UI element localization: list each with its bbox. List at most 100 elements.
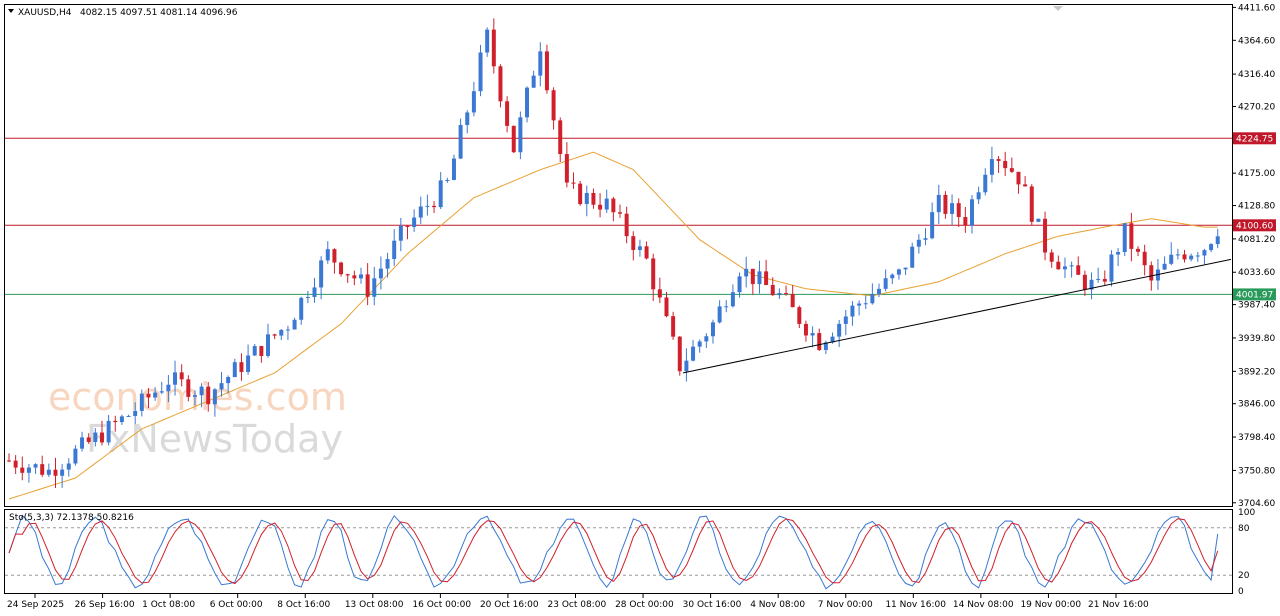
candle-body bbox=[166, 384, 171, 392]
candle-body bbox=[352, 275, 357, 279]
candle-body bbox=[843, 316, 848, 324]
x-tick-label: 4 Nov 08:00 bbox=[750, 600, 805, 610]
candle-body bbox=[186, 379, 191, 397]
watermark-economies: economies.com bbox=[48, 375, 347, 419]
candle-body bbox=[1016, 171, 1021, 185]
collapse-triangle-icon[interactable] bbox=[8, 9, 14, 13]
candle-body bbox=[797, 307, 802, 324]
candle-body bbox=[339, 262, 344, 275]
candle-body bbox=[531, 75, 536, 88]
candle-body bbox=[398, 225, 403, 241]
candle-body bbox=[604, 198, 609, 210]
candle-body bbox=[1182, 254, 1187, 260]
candle-body bbox=[372, 278, 377, 297]
candle-body bbox=[631, 236, 636, 250]
level-tag-label: 4224.75 bbox=[1236, 134, 1273, 144]
candle-body bbox=[1076, 265, 1081, 275]
level-tag bbox=[1233, 219, 1276, 232]
candle-body bbox=[664, 297, 669, 317]
candle-body bbox=[943, 194, 948, 214]
candle-body bbox=[1169, 254, 1174, 264]
candle-body bbox=[551, 90, 556, 121]
candle-body bbox=[93, 432, 98, 442]
candle-body bbox=[33, 464, 38, 468]
x-tick-label: 8 Oct 16:00 bbox=[277, 600, 330, 610]
candle-body bbox=[983, 174, 988, 193]
candle-body bbox=[717, 306, 722, 323]
x-tick-label: 26 Sep 16:00 bbox=[75, 600, 135, 610]
candle-body bbox=[471, 91, 476, 113]
candle-body bbox=[80, 437, 85, 449]
candle-body bbox=[498, 66, 503, 102]
candle-body bbox=[830, 336, 835, 343]
candle-body bbox=[784, 293, 789, 295]
x-tick-label: 23 Oct 08:00 bbox=[548, 600, 607, 610]
level-tag-label: 4001.97 bbox=[1236, 290, 1273, 300]
candle-body bbox=[996, 159, 1001, 161]
candle-body bbox=[850, 305, 855, 317]
watermark-fxnewstoday: FxNewsToday bbox=[86, 417, 343, 461]
level-tag bbox=[1233, 288, 1276, 301]
candle-body bbox=[657, 289, 662, 298]
candle-body bbox=[358, 274, 363, 279]
candle-body bbox=[305, 297, 310, 299]
candle-body bbox=[671, 316, 676, 337]
candle-body bbox=[538, 51, 543, 76]
candle-body bbox=[285, 329, 290, 331]
candle-body bbox=[1049, 252, 1054, 262]
candle-body bbox=[1162, 263, 1167, 270]
candle-body bbox=[1129, 223, 1134, 249]
candle-body bbox=[478, 52, 483, 92]
candle-body bbox=[584, 192, 589, 205]
y-tick-label: 4411.60 bbox=[1238, 3, 1275, 13]
candle-body bbox=[744, 268, 749, 277]
candle-body bbox=[365, 274, 370, 297]
candle-body bbox=[292, 319, 297, 330]
candle-body bbox=[691, 346, 696, 361]
candle-body bbox=[325, 249, 330, 261]
candle-body bbox=[1195, 255, 1200, 257]
stoch-tick-label: 80 bbox=[1238, 524, 1250, 534]
candle-body bbox=[1096, 278, 1101, 280]
candle-body bbox=[1175, 254, 1180, 256]
candle-body bbox=[179, 372, 184, 380]
candle-body bbox=[803, 323, 808, 336]
candle-body bbox=[412, 217, 417, 227]
candle-body bbox=[724, 306, 729, 308]
candle-body bbox=[976, 192, 981, 200]
candle-body bbox=[239, 362, 244, 372]
candle-body bbox=[53, 469, 58, 476]
candle-body bbox=[26, 467, 31, 473]
ma-line bbox=[8, 151, 1218, 500]
x-tick-label: 30 Oct 16:00 bbox=[683, 600, 742, 610]
x-tick-label: 19 Nov 00:00 bbox=[1020, 600, 1081, 610]
stoch-main-line bbox=[8, 514, 1219, 590]
candle-body bbox=[930, 212, 935, 239]
candle-body bbox=[146, 393, 151, 398]
candle-body bbox=[432, 205, 437, 208]
candle-body bbox=[624, 213, 629, 237]
candle-body bbox=[505, 101, 510, 126]
candle-body bbox=[883, 278, 888, 289]
candle-body bbox=[279, 329, 284, 336]
candle-body bbox=[578, 183, 583, 205]
candle-body bbox=[20, 467, 25, 473]
candle-body bbox=[99, 432, 104, 443]
time-axis: 24 Sep 2025 26 Sep 16:00 1 Oct 08:00 6 Oct … bbox=[7, 594, 1149, 610]
trendline bbox=[682, 258, 1232, 374]
candle-body bbox=[870, 294, 875, 304]
candle-body bbox=[837, 323, 842, 337]
candle-body bbox=[73, 448, 78, 464]
candle-body bbox=[525, 87, 530, 118]
candle-body bbox=[963, 217, 968, 226]
candle-body bbox=[1069, 265, 1074, 267]
candle-body bbox=[451, 158, 456, 180]
candle-body bbox=[46, 469, 51, 475]
candle-body bbox=[232, 362, 237, 378]
candle-body bbox=[219, 383, 224, 390]
candle-body bbox=[106, 420, 111, 443]
candle-body bbox=[173, 372, 178, 385]
x-tick-label: 20 Oct 16:00 bbox=[480, 600, 539, 610]
y-tick-label: 4128.80 bbox=[1238, 202, 1275, 212]
